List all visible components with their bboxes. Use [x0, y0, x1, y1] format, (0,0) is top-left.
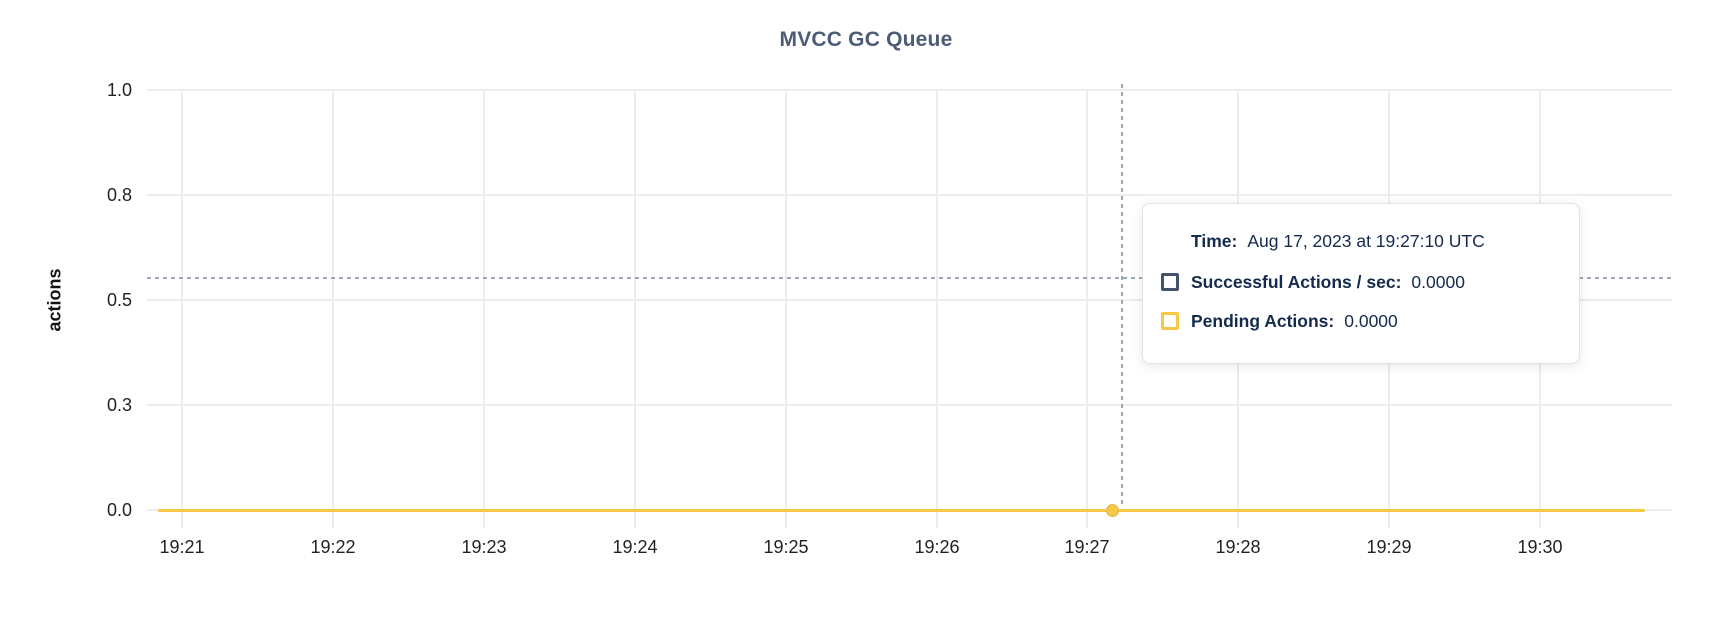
x-tick-label: 19:22 [310, 537, 356, 557]
x-tick-label: 19:23 [461, 537, 507, 557]
tooltip-time-row: Time: Aug 17, 2023 at 19:27:10 UTC [1191, 230, 1555, 252]
gridline-vertical [483, 90, 485, 528]
gridline-horizontal [147, 89, 1672, 91]
y-tick-label: 0.0 [106, 500, 132, 520]
tooltip-time-label: Time: [1191, 231, 1238, 251]
crosshair-horizontal-line [147, 277, 1672, 280]
x-tick-label: 19:30 [1517, 537, 1563, 557]
y-tick-label: 0.5 [106, 290, 132, 310]
x-tick-label: 19:25 [763, 537, 809, 557]
gridline-vertical [181, 90, 183, 528]
tooltip-successful-label: Successful Actions / sec: [1191, 272, 1402, 292]
series-line-pending-actions [158, 508, 1645, 512]
y-tick-label: 0.3 [106, 395, 132, 415]
gridline-horizontal [147, 194, 1672, 196]
pending-actions-swatch-icon [1161, 312, 1179, 330]
tooltip-row-successful-actions: Successful Actions / sec: 0.0000 [1161, 271, 1555, 293]
gridline-vertical [634, 90, 636, 528]
y-tick-label: 0.8 [106, 185, 132, 205]
x-tick-label: 19:29 [1366, 537, 1412, 557]
x-tick-label: 19:27 [1064, 537, 1110, 557]
gridline-vertical [1086, 90, 1088, 528]
x-tick-label: 19:28 [1215, 537, 1261, 557]
hover-tooltip: Time: Aug 17, 2023 at 19:27:10 UTC Succe… [1142, 203, 1580, 364]
tooltip-pending-value: 0.0000 [1344, 311, 1398, 331]
chart-title: MVCC GC Queue [779, 28, 953, 51]
tooltip-row-pending-actions: Pending Actions: 0.0000 [1161, 310, 1555, 332]
gridline-vertical [936, 90, 938, 528]
x-tick-label: 19:24 [612, 537, 658, 557]
y-tick-label: 1.0 [106, 80, 132, 100]
tooltip-successful-value: 0.0000 [1411, 272, 1465, 292]
x-tick-label: 19:26 [914, 537, 960, 557]
successful-actions-swatch-icon [1161, 273, 1179, 291]
gridline-vertical [785, 90, 787, 528]
tooltip-pending-label: Pending Actions: [1191, 311, 1335, 331]
x-tick-label: 19:21 [159, 537, 205, 557]
crosshair-vertical-line [1120, 84, 1123, 506]
tooltip-time-value: Aug 17, 2023 at 19:27:10 UTC [1247, 231, 1485, 251]
gridline-horizontal [147, 299, 1672, 301]
gridline-vertical [332, 90, 334, 528]
hover-point [1106, 503, 1120, 517]
gridline-horizontal [147, 404, 1672, 406]
